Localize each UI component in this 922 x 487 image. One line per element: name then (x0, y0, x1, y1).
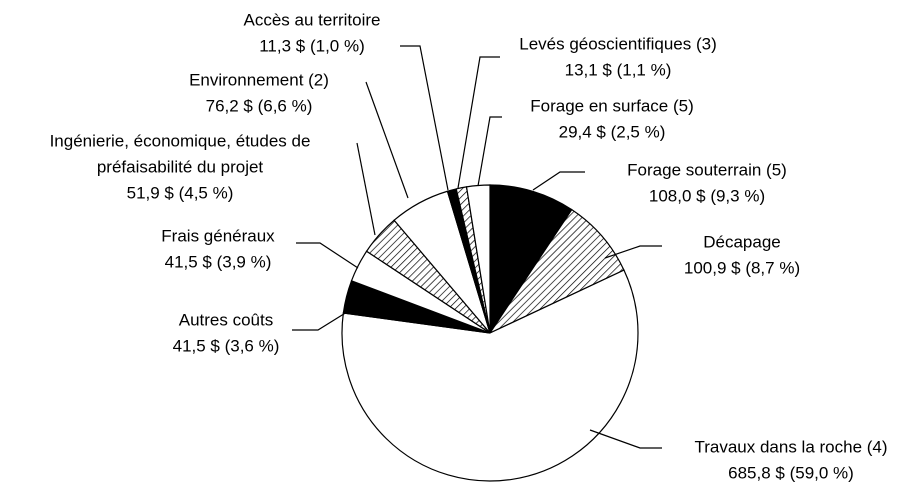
slice-label: Environnement (2) (189, 70, 329, 89)
value-label: 29,4 $ (2,5 %) (559, 122, 666, 141)
slice-label: Autres coûts (179, 310, 274, 329)
leader-line (589, 429, 662, 449)
value-label: 685,8 $ (59,0 %) (728, 463, 854, 482)
leader-line (400, 45, 449, 191)
slice-label: Levés géoscientifiques (3) (519, 34, 717, 53)
leader-line (457, 56, 500, 189)
value-label: 41,5 $ (3,6 %) (173, 336, 280, 355)
slice-label: Accès au territoire (244, 10, 381, 29)
leader-line (296, 242, 359, 269)
slice-label: préfaisabilité du projet (97, 157, 264, 176)
leader-line (532, 171, 585, 191)
slice-label: Forage en surface (5) (530, 96, 693, 115)
leader-line (365, 81, 409, 199)
pie-slice (489, 184, 573, 335)
slice-label: Frais généraux (161, 226, 275, 245)
value-label: 41,5 $ (3,9 %) (165, 252, 272, 271)
value-label: 51,9 $ (4,5 %) (127, 183, 234, 202)
leader-line (356, 142, 376, 236)
slice-label: Forage souterrain (5) (627, 160, 787, 179)
leader-line (604, 245, 662, 259)
value-label: 11,3 $ (1,0 %) (259, 36, 365, 55)
pie-slice (341, 269, 639, 482)
leader-line (477, 116, 502, 187)
value-label: 13,1 $ (1,1 %) (565, 60, 672, 79)
value-label: 76,2 $ (6,6 %) (206, 96, 313, 115)
slice-label: Décapage (703, 232, 781, 251)
value-label: 100,9 $ (8,7 %) (684, 258, 800, 277)
slice-label: Ingénierie, économique, études de (50, 131, 311, 150)
slice-label: Travaux dans la roche (4) (694, 437, 887, 456)
value-label: 108,0 $ (9,3 %) (649, 186, 765, 205)
leader-line (292, 311, 348, 331)
